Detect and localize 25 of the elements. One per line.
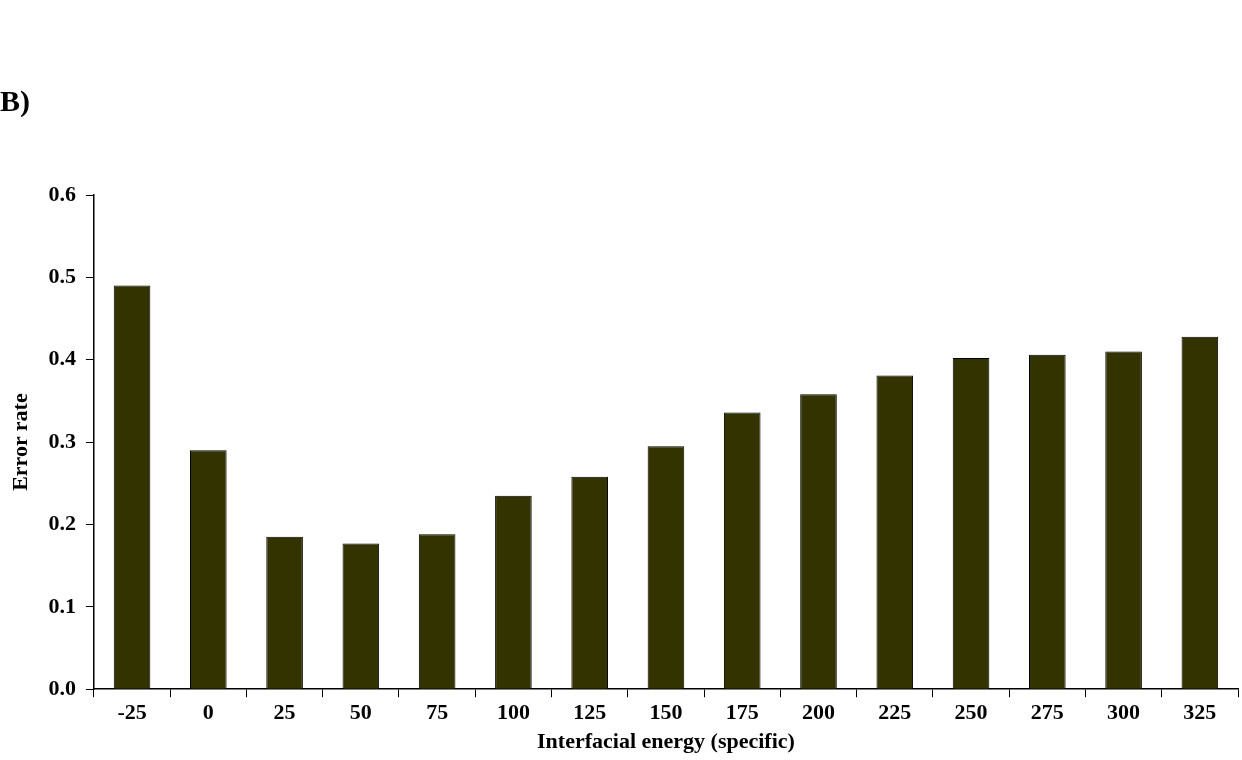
- x-tick-label: 100: [496, 699, 530, 725]
- y-tick-label: 0.5: [48, 263, 76, 289]
- x-tick-label: 325: [1183, 699, 1217, 725]
- y-tick-label: 0.1: [48, 592, 76, 618]
- x-tick-label: 275: [1030, 699, 1064, 725]
- text: B): [0, 83, 30, 118]
- x-tick-label: -25: [117, 699, 147, 725]
- x-tick-label: 0: [202, 699, 214, 725]
- y-tick-label: 0.3: [48, 427, 76, 453]
- x-tick-label: 175: [725, 699, 759, 725]
- y-tick-label: 0.2: [48, 510, 76, 536]
- x-tick-label: 75: [426, 699, 449, 725]
- x-tick-label: 25: [273, 699, 296, 725]
- y-tick-label: 0.6: [48, 180, 76, 206]
- y-tick-label: 0.4: [48, 345, 76, 371]
- x-axis-title: Interfacial energy (specific): [537, 728, 795, 754]
- x-tick-label: 200: [802, 699, 835, 725]
- y-axis-title: Error rate: [6, 393, 32, 491]
- x-tick-label: 50: [349, 699, 372, 725]
- x-tick-label: 225: [878, 699, 912, 725]
- x-tick-label: 250: [954, 699, 988, 725]
- x-tick-label: 300: [1107, 699, 1141, 725]
- x-tick-label: 125: [573, 699, 607, 725]
- x-tick-label: 150: [649, 699, 683, 725]
- y-tick-label: 0.0: [48, 674, 76, 700]
